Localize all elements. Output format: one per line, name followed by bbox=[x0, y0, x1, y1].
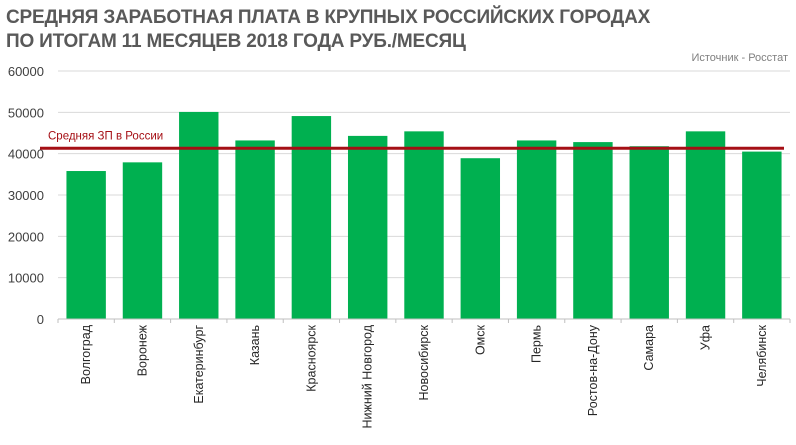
bars bbox=[66, 111, 782, 319]
bar bbox=[235, 140, 275, 319]
bar bbox=[516, 140, 557, 319]
bar bbox=[629, 146, 669, 319]
x-tick-label: Самара bbox=[642, 325, 656, 371]
x-tick-label: Воронеж bbox=[135, 324, 149, 376]
x-tick-label: Казань bbox=[248, 325, 262, 365]
bar bbox=[122, 162, 163, 319]
chart-title: СРЕДНЯЯ ЗАРАБОТНАЯ ПЛАТА В КРУПНЫХ РОССИ… bbox=[6, 6, 650, 54]
y-tick-label: 0 bbox=[37, 312, 44, 327]
bar bbox=[179, 111, 219, 319]
x-tick-label: Челябинск bbox=[755, 324, 769, 386]
bar bbox=[291, 116, 332, 319]
average-salary-label: Средняя ЗП в России bbox=[48, 130, 163, 142]
x-tick-label: Уфа bbox=[699, 325, 713, 350]
chart-title-line-2: ПО ИТОГАМ 11 МЕСЯЦЕВ 2018 ГОДА РУБ./МЕСЯ… bbox=[6, 31, 466, 52]
y-tick-label: 30000 bbox=[8, 188, 44, 203]
y-tick-label: 60000 bbox=[8, 64, 44, 79]
bar bbox=[66, 171, 106, 319]
y-tick-label: 20000 bbox=[8, 229, 44, 244]
reference-line-group: Средняя ЗП в России bbox=[40, 130, 784, 150]
x-tick-label: Новосибирск bbox=[417, 324, 431, 400]
bar bbox=[573, 142, 613, 319]
y-axis-ticks: 0 10000 20000 30000 40000 50000 60000 bbox=[8, 64, 44, 327]
x-tick-label: Пермь bbox=[530, 325, 544, 363]
x-tick-label: Красноярск bbox=[304, 324, 318, 391]
x-tick-label: Нижний Новгород bbox=[361, 324, 375, 428]
x-tick-label: Омск bbox=[473, 324, 487, 355]
x-axis bbox=[57, 318, 791, 323]
bar bbox=[460, 158, 501, 319]
x-tick-label: Екатеринбург bbox=[192, 325, 206, 404]
bar bbox=[404, 131, 444, 319]
category-labels: Волгоград Воронеж Екатеринбург Казань Красно… bbox=[79, 324, 769, 428]
source-note: Источник - Росстат bbox=[691, 52, 788, 64]
chart-title-line-1: СРЕДНЯЯ ЗАРАБОТНАЯ ПЛАТА В КРУПНЫХ РОССИ… bbox=[6, 7, 651, 28]
bar bbox=[742, 151, 782, 319]
y-tick-label: 40000 bbox=[8, 147, 44, 162]
bar bbox=[685, 131, 726, 319]
y-tick-label: 50000 bbox=[8, 105, 44, 120]
x-tick-label: Волгоград bbox=[79, 324, 93, 384]
y-tick-label: 10000 bbox=[8, 271, 44, 286]
bar bbox=[347, 135, 388, 319]
x-tick-label: Ростов-на-Дону bbox=[586, 324, 600, 416]
